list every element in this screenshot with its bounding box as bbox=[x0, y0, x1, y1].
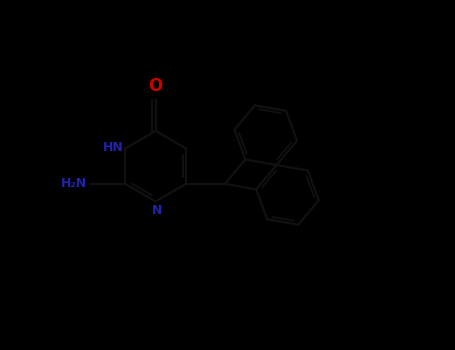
Text: O: O bbox=[148, 77, 163, 95]
Text: HN: HN bbox=[102, 141, 123, 154]
Text: H₂N: H₂N bbox=[61, 177, 87, 190]
Text: N: N bbox=[152, 204, 162, 217]
